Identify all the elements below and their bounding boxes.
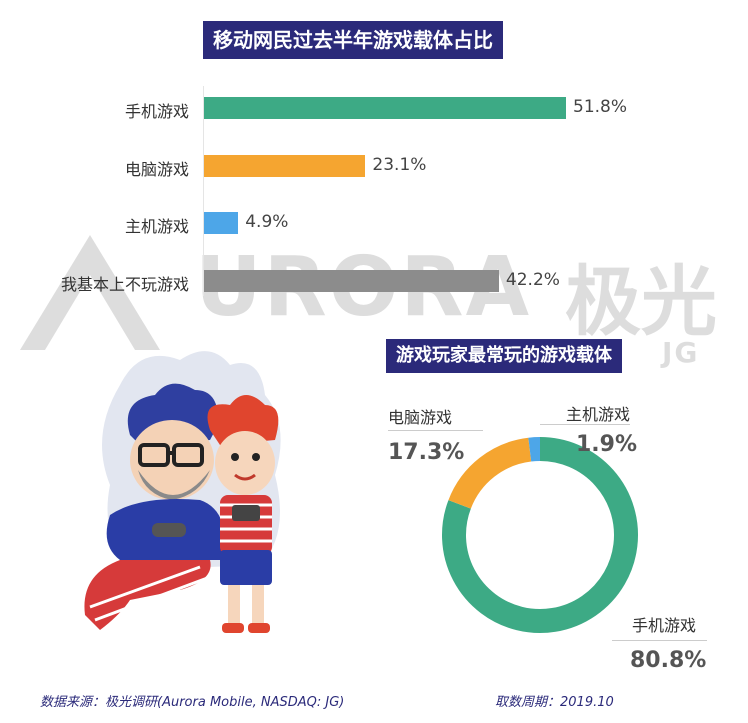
bar-category-label: 主机游戏 xyxy=(124,217,189,236)
bar-mark xyxy=(204,212,239,234)
bar-mark xyxy=(204,270,499,292)
footer-source: 数据来源：极光调研(Aurora Mobile, NASDAQ: JG) xyxy=(40,695,345,710)
donut-slice xyxy=(442,437,638,633)
donut-chart xyxy=(442,437,638,633)
donut-leader-line xyxy=(540,424,630,425)
bar-value-label: 4.9% xyxy=(245,212,289,232)
bar-category-label: 电脑游戏 xyxy=(124,160,189,179)
donut-slice xyxy=(448,437,532,510)
donut-leader-line xyxy=(388,430,483,431)
aurora-watermark-cn: 极光 xyxy=(565,257,717,346)
donut-slice-label: 主机游戏 xyxy=(566,405,631,424)
aurora-watermark-sub: JG xyxy=(662,336,700,369)
bar-chart-title: 移动网民过去半年游戏载体占比 xyxy=(203,21,503,59)
donut-slice xyxy=(528,437,541,462)
bar-value-label: 42.2% xyxy=(505,270,560,290)
bar-mark xyxy=(204,97,566,119)
donut-slice-value: 17.3% xyxy=(388,440,465,465)
bar-chart-axis xyxy=(203,86,204,296)
aurora-watermark-logo-shape xyxy=(20,235,160,350)
donut-slice-label: 电脑游戏 xyxy=(388,408,453,427)
donut-slice-value: 80.8% xyxy=(630,648,707,673)
bar-value-label: 51.8% xyxy=(573,97,628,117)
bar-mark xyxy=(204,155,366,177)
bar-category-label: 手机游戏 xyxy=(124,102,189,121)
donut-chart-title: 游戏玩家最常玩的游戏载体 xyxy=(386,339,622,373)
bar-value-label: 23.1% xyxy=(372,155,427,175)
gamers-illustration xyxy=(84,351,281,633)
donut-slice-label: 手机游戏 xyxy=(632,616,697,635)
footer-period: 取数周期：2019.10 xyxy=(495,695,614,710)
donut-slice-value: 1.9% xyxy=(576,432,638,457)
donut-leader-line xyxy=(612,640,707,641)
bar-category-label: 我基本上不玩游戏 xyxy=(60,275,189,294)
